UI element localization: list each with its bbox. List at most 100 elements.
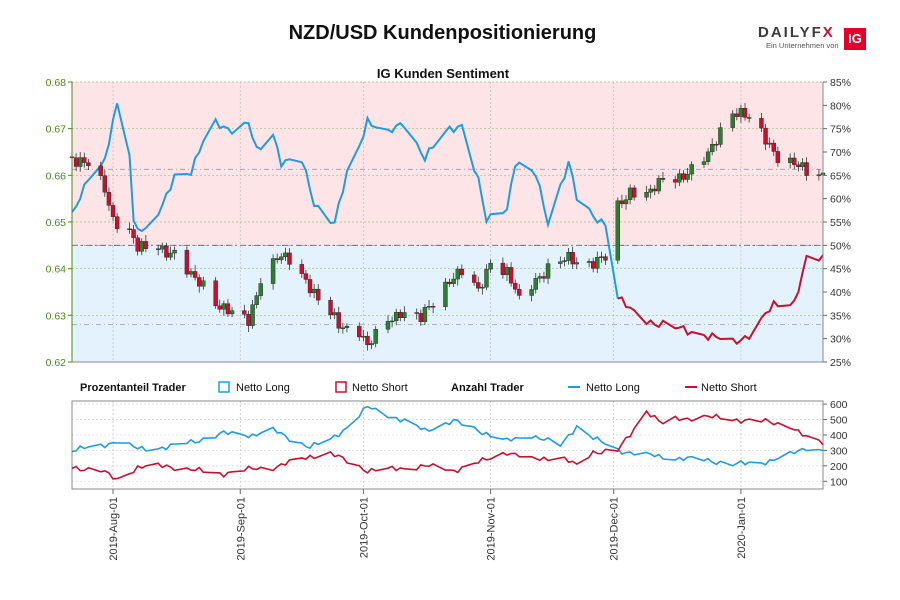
candle-body: [488, 262, 493, 270]
candle-body: [599, 256, 604, 258]
candle-body: [787, 157, 793, 163]
left-tick-label: 0.66: [46, 170, 67, 182]
candle-body: [217, 305, 222, 310]
candle-body: [98, 165, 103, 176]
candle-body: [746, 117, 752, 119]
main-axes: 0.62 0.63 0.64 0.65 0.66 0.67 0.68 25% 30% 35% 40%…: [46, 77, 851, 369]
candle-body: [443, 281, 448, 307]
logo-wordmark: DAILYFX: [758, 24, 835, 41]
x-axis: 2019-Aug-01 2019-Sep-01 2019-Oct-01 2019-No…: [108, 489, 748, 561]
candle-body: [701, 161, 707, 165]
candle-body: [689, 164, 694, 175]
candle-body: [328, 299, 333, 316]
candle-body: [316, 288, 321, 301]
candle-body: [574, 262, 579, 265]
x-tick-label: 2020-Jan-01: [736, 497, 748, 559]
candle-body: [603, 256, 608, 261]
legend: Prozentanteil Trader Netto Long Netto Shor…: [80, 381, 757, 394]
candle-body: [279, 256, 284, 261]
candle-body: [197, 277, 202, 287]
candle-body: [274, 258, 280, 261]
candle-body: [471, 274, 477, 283]
candle-body: [385, 321, 391, 330]
candle-body: [730, 113, 735, 128]
candle-body: [332, 312, 337, 316]
candle-body: [796, 164, 801, 167]
candle-body: [344, 325, 350, 328]
right-tick-label: 45%: [830, 264, 851, 276]
x-tick-label: 2019-Sep-01: [235, 497, 247, 561]
candle-body: [135, 237, 140, 252]
candle-body: [192, 271, 198, 278]
left-tick-label: 0.64: [46, 264, 67, 276]
bottom-right-tick-label: 400: [830, 430, 848, 442]
candle-body: [504, 267, 510, 275]
candle-body: [570, 252, 575, 265]
candle-body: [652, 188, 657, 192]
candle-body: [131, 229, 136, 238]
candle-body: [86, 162, 91, 167]
right-tick-label: 65%: [830, 170, 851, 182]
candle-body: [632, 187, 637, 198]
bottom-right-tick-label: 300: [830, 445, 848, 457]
logo-subtext: Ein Unternehmen von: [766, 41, 839, 50]
netto-long-count-line: [71, 405, 824, 467]
candle-body: [541, 276, 547, 279]
candle-body: [311, 288, 317, 294]
candle-body: [139, 241, 144, 252]
left-tick-label: 0.68: [46, 77, 67, 89]
candle-body: [558, 261, 563, 264]
candle-body: [644, 192, 649, 198]
candle-body: [430, 306, 436, 308]
candle-body: [623, 199, 629, 205]
candle-body: [426, 306, 432, 308]
right-tick-label: 75%: [830, 124, 851, 136]
right-tick-label: 80%: [830, 100, 851, 112]
candle-body: [759, 118, 764, 129]
candle-body: [369, 343, 374, 346]
candle-body: [792, 157, 797, 165]
candle-body: [82, 157, 87, 163]
legend-short-box: [335, 381, 347, 393]
candle-body: [459, 268, 465, 276]
dailyfx-logo: DAILYFX Ein Unternehmen von IG: [758, 24, 870, 52]
right-tick-label: 60%: [830, 194, 851, 206]
legend-percent-heading: Prozentanteil Trader: [80, 382, 186, 394]
candle-body: [767, 142, 772, 145]
candle-body: [229, 310, 235, 315]
candle-body: [545, 263, 551, 279]
candle-body: [389, 320, 395, 323]
legend-short-label: Netto Short: [352, 382, 408, 394]
candle-body: [619, 200, 625, 205]
left-tick-label: 0.62: [46, 357, 67, 369]
netto-long-sentiment-line: [71, 103, 824, 346]
candle-body: [738, 108, 744, 117]
candle-body: [513, 282, 518, 290]
legend-count-short-label: Netto Short: [701, 382, 757, 394]
candle-body: [537, 276, 543, 279]
candle-body: [242, 310, 247, 315]
candle-body: [160, 245, 165, 250]
right-tick-label: 25%: [830, 357, 851, 369]
candle-body: [656, 178, 662, 192]
ig-badge: IG: [844, 28, 866, 50]
candle-body: [213, 280, 218, 307]
candle-body: [677, 173, 682, 183]
bottom-right-tick-label: 500: [830, 415, 848, 427]
candle-body: [357, 325, 362, 338]
candle-body: [164, 245, 169, 258]
short-zone: [72, 82, 823, 246]
candle-body: [500, 262, 506, 275]
candle-body: [78, 157, 83, 167]
legend-count-long-label: Netto Long: [586, 382, 640, 394]
candle-body: [648, 188, 653, 193]
candle-body: [398, 312, 403, 318]
candle-body: [283, 252, 288, 258]
right-tick-label: 50%: [830, 240, 851, 252]
right-tick-label: 40%: [830, 287, 851, 299]
candle-body: [562, 260, 567, 262]
candle-body: [476, 282, 481, 289]
candle-body: [287, 252, 292, 265]
candle-body: [455, 268, 460, 280]
candle-body: [681, 173, 686, 180]
